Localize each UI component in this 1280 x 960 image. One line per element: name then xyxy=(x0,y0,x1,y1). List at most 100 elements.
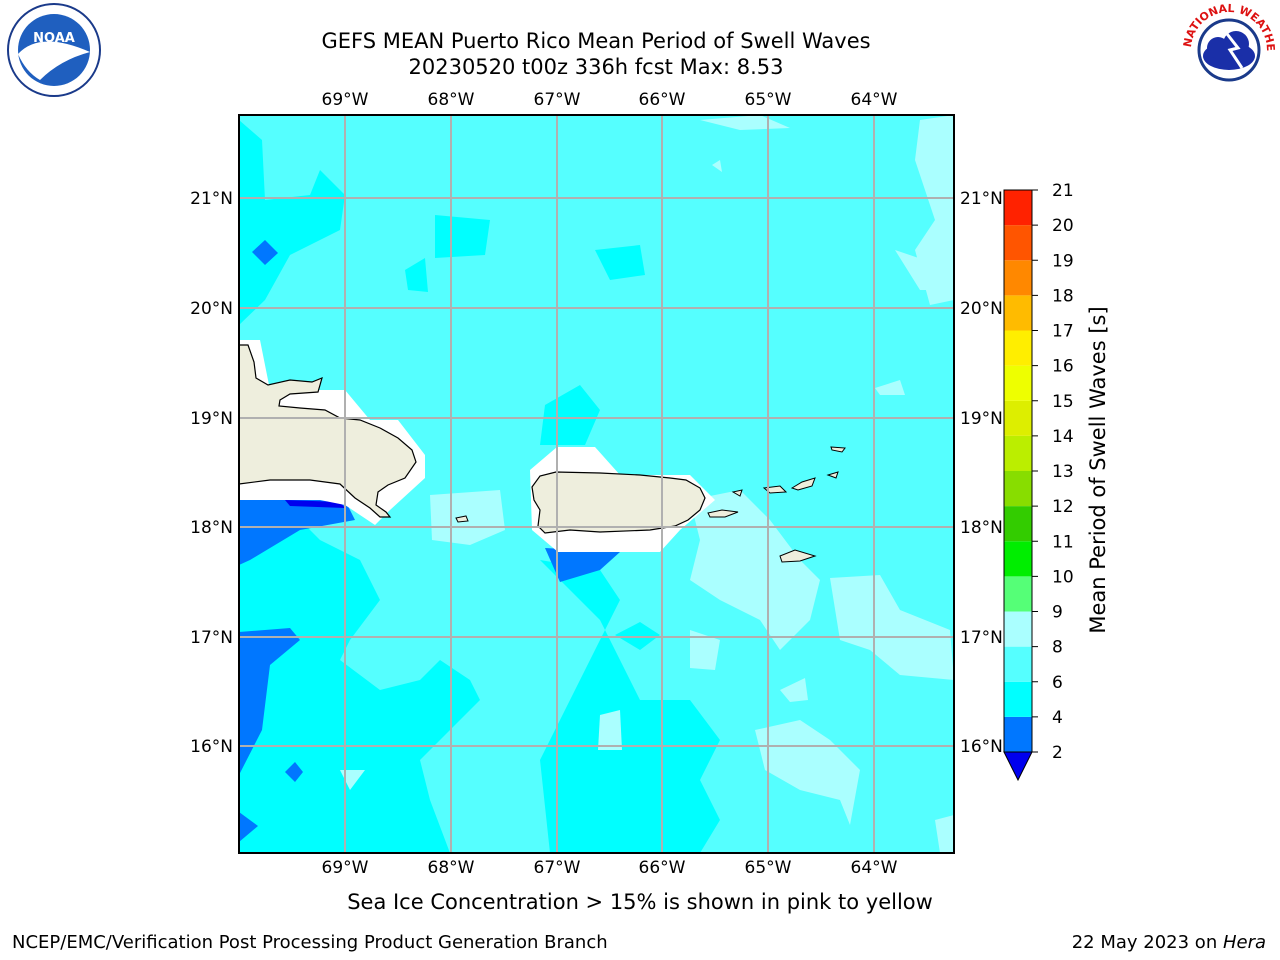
contour-4-6s xyxy=(540,560,720,853)
colorbar-segment xyxy=(1004,295,1032,331)
contour-8-9s xyxy=(340,770,365,790)
noaa-logo: NOAA xyxy=(7,3,101,97)
contour-8-9s xyxy=(598,710,622,750)
lon-label-bottom: 64°W xyxy=(851,858,898,878)
colorbar-tick-label: 15 xyxy=(1052,392,1074,412)
nws-logo: NATIONAL WEATHER SERVICE xyxy=(1178,0,1277,94)
colorbar-tick-label: 12 xyxy=(1052,497,1074,517)
contour-2-4s xyxy=(239,812,258,842)
contour-8-9s xyxy=(690,630,720,670)
contour-4-6s xyxy=(540,385,600,445)
land-island xyxy=(790,477,816,491)
contour-8-9s xyxy=(830,575,954,680)
colorbar-tick-label: 4 xyxy=(1052,708,1063,728)
lon-label-top: 66°W xyxy=(639,90,686,110)
contour-8-9s xyxy=(935,815,954,853)
colorbar-segment xyxy=(1004,716,1032,752)
colorbar-segment xyxy=(1004,646,1032,682)
colorbar-segment xyxy=(1004,611,1032,647)
graticule xyxy=(239,115,954,853)
colorbar-segment xyxy=(1004,260,1032,296)
colorbar: 2 4 6 8 9 10 11 12 13 14 15 16 17 18 19 20 21 xyxy=(1003,181,1074,782)
contour-2-4s xyxy=(285,762,303,782)
colorbar-tick-label: 2 xyxy=(1052,743,1063,763)
lat-label-left: 20°N xyxy=(190,299,233,319)
contour-8-9s xyxy=(712,160,722,172)
colorbar-tick-label: 21 xyxy=(1052,181,1074,201)
colorbar-tick-label: 17 xyxy=(1052,322,1074,342)
colorbar-tick-label: 19 xyxy=(1052,251,1074,271)
colorbar-segment xyxy=(1004,681,1032,717)
colorbar-label: Mean Period of Swell Waves [s] xyxy=(1086,306,1110,634)
colorbar-segment xyxy=(1004,225,1032,261)
colorbar-segment xyxy=(1004,471,1032,507)
lon-label-bottom: 67°W xyxy=(534,858,581,878)
colorbar-tick-label: 18 xyxy=(1052,286,1074,306)
credit-machine: Hera xyxy=(1222,932,1266,953)
sea-ice-note: Sea Ice Concentration > 15% is shown in … xyxy=(347,890,933,914)
chart-subtitle: 20230520 t00z 336h fcst Max: 8.53 xyxy=(408,55,784,79)
contour-2-4s xyxy=(545,548,620,582)
contour-8-9s xyxy=(780,678,808,702)
contour-8-9s xyxy=(430,490,505,545)
colorbar-tick-label: 9 xyxy=(1052,603,1063,623)
lat-label-left: 17°N xyxy=(190,628,233,648)
lat-label-left: 16°N xyxy=(190,737,233,757)
credit-date-text: 22 May 2023 on xyxy=(1071,932,1223,953)
lon-label-top: 68°W xyxy=(428,90,475,110)
colorbar-tick-label: 6 xyxy=(1052,673,1063,693)
lat-label-left: 21°N xyxy=(190,189,233,209)
map-frame xyxy=(238,114,955,854)
credit-date: 22 May 2023 on Hera xyxy=(1072,932,1266,953)
colorbar-segment xyxy=(1004,576,1032,612)
lat-label-right: 19°N xyxy=(960,409,1003,429)
lat-label-right: 20°N xyxy=(960,299,1003,319)
contour-8-9s xyxy=(895,250,954,290)
land-island xyxy=(826,471,839,479)
land-island xyxy=(779,549,817,563)
lon-label-bottom: 69°W xyxy=(322,858,369,878)
lat-label-right: 18°N xyxy=(960,518,1003,538)
land-island xyxy=(830,446,846,453)
colorbar-segment xyxy=(1004,190,1032,226)
contour-4-6s xyxy=(239,120,345,325)
land-hispaniola xyxy=(239,344,417,518)
noaa-logo-text: NOAA xyxy=(33,31,75,46)
contour-4-6s xyxy=(405,258,428,292)
lon-label-top: 69°W xyxy=(322,90,369,110)
colorbar-segment xyxy=(1004,435,1032,471)
colorbar-segment xyxy=(1004,506,1032,542)
chart-title: GEFS MEAN Puerto Rico Mean Period of Swe… xyxy=(321,29,871,53)
contour-8-9s xyxy=(875,380,905,395)
colorbar-tick-label: 8 xyxy=(1052,638,1063,658)
lat-label-left: 18°N xyxy=(190,518,233,538)
lon-label-bottom: 66°W xyxy=(639,858,686,878)
colorbar-tick-label: 20 xyxy=(1052,216,1074,236)
contour-8-9s xyxy=(915,115,954,305)
lon-label-bottom: 68°W xyxy=(428,858,475,878)
colorbar-segment xyxy=(1004,400,1032,436)
contour-8-9s xyxy=(690,490,820,650)
lon-label-top: 65°W xyxy=(745,90,792,110)
lat-label-right: 17°N xyxy=(960,628,1003,648)
credit-branch: NCEP/EMC/Verification Post Processing Pr… xyxy=(12,932,608,953)
lat-label-right: 21°N xyxy=(960,189,1003,209)
contour-4-6s xyxy=(595,245,645,280)
colorbar-tick-label: 10 xyxy=(1052,567,1074,587)
land-island xyxy=(707,509,739,518)
colorbar-tick-label: 11 xyxy=(1052,532,1074,552)
contour-2-4s xyxy=(239,500,355,565)
contour-2-4s xyxy=(239,628,300,775)
land-island xyxy=(731,489,743,497)
colorbar-segment xyxy=(1004,541,1032,577)
lon-label-top: 64°W xyxy=(851,90,898,110)
swell-period-field xyxy=(239,115,954,853)
lon-label-bottom: 65°W xyxy=(745,858,792,878)
colorbar-segment xyxy=(1004,365,1032,401)
colorbar-under-triangle xyxy=(1003,751,1033,782)
colorbar-tick-label: 16 xyxy=(1052,357,1074,377)
lon-label-top: 67°W xyxy=(534,90,581,110)
contour-4-6s xyxy=(435,215,490,258)
colorbar-segment xyxy=(1004,330,1032,366)
